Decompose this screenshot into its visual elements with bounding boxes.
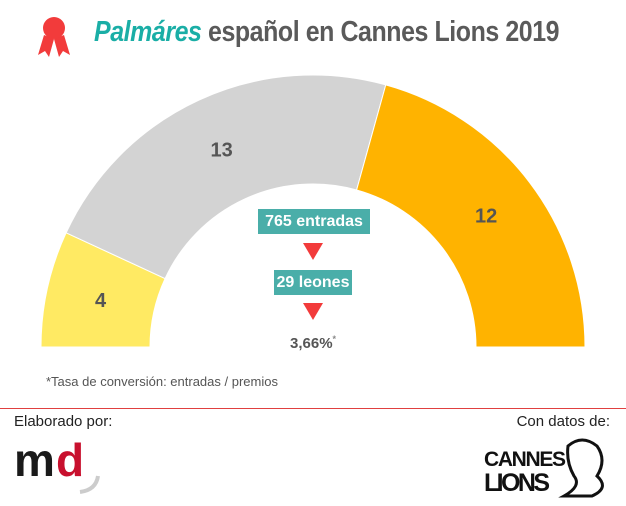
- lions-badge: 29 leones: [274, 270, 352, 295]
- svg-text:d: d: [56, 436, 84, 486]
- down-arrow-icon: [303, 243, 323, 260]
- svg-text:m: m: [14, 436, 55, 486]
- entries-badge: 765 entradas: [258, 209, 370, 234]
- svg-text:LIONS: LIONS: [484, 469, 550, 497]
- divider: [0, 408, 626, 409]
- slice-label: 4: [95, 290, 107, 312]
- page-title: Palmáres español en Cannes Lions 2019: [94, 16, 560, 49]
- made-by-label: Elaborado por:: [14, 413, 113, 430]
- slice-label: 12: [475, 205, 497, 227]
- award-ribbon-icon: [36, 13, 72, 64]
- title-highlight: Palmáres: [94, 16, 202, 48]
- rate-mark: *: [332, 334, 337, 344]
- slice-2: [355, 84, 586, 348]
- slice-1: [65, 74, 387, 280]
- svg-text:CANNES: CANNES: [484, 448, 566, 471]
- slice-label: 13: [211, 140, 233, 162]
- down-arrow-icon: [303, 303, 323, 320]
- footnote: *Tasa de conversión: entradas / premios: [46, 374, 278, 389]
- data-from-label: Con datos de:: [516, 413, 610, 430]
- rate-value: 3,66%: [290, 335, 333, 352]
- half-donut-chart: 4 13 12: [40, 74, 586, 348]
- title-rest: español en Cannes Lions 2019: [201, 16, 560, 48]
- conversion-rate: 3,66%*: [290, 334, 336, 352]
- cannes-lions-logo: CANNES LIONS: [482, 436, 612, 505]
